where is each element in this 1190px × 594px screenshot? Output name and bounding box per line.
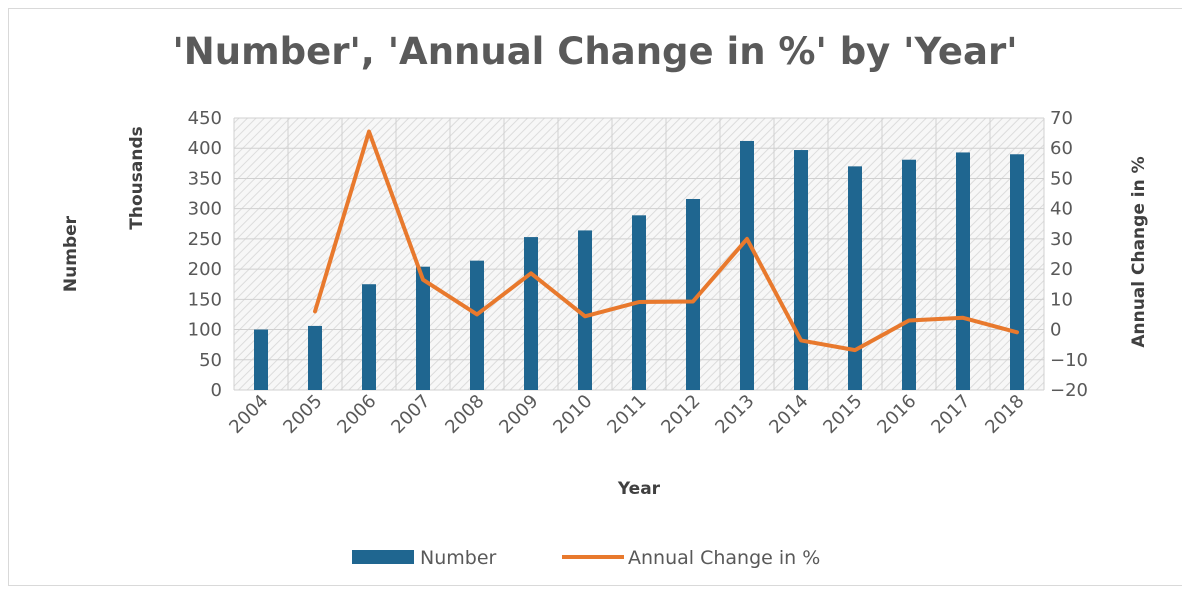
legend-label-annual-change: Annual Change in % (628, 547, 820, 569)
x-tick-label: 2006 (333, 391, 380, 438)
y2-tick-label: 50 (1050, 168, 1073, 189)
y-tick-label: 250 (188, 229, 222, 250)
x-tick-label: 2005 (279, 391, 326, 438)
x-tick-label: 2011 (603, 391, 650, 438)
bar-number-2008 (470, 260, 484, 390)
y-tick-label: 450 (188, 108, 222, 129)
x-tick-label: 2007 (387, 391, 434, 438)
y2-tick-label: 30 (1050, 229, 1073, 250)
x-tick-label: 2004 (225, 391, 272, 438)
y2-axis-label: Annual Change in % (1129, 156, 1149, 347)
bar-number-2014 (794, 150, 808, 390)
y2-tick-label: 40 (1050, 199, 1073, 220)
x-tick-label: 2016 (873, 391, 920, 438)
bar-number-2006 (362, 284, 376, 390)
y2-tick-label: −10 (1050, 350, 1088, 371)
x-axis-label: Year (617, 479, 661, 499)
x-tick-label: 2008 (441, 391, 488, 438)
y2-tick-label: 70 (1050, 108, 1073, 129)
x-tick-label: 2010 (549, 391, 596, 438)
bar-number-2007 (416, 266, 430, 390)
bar-number-2010 (578, 230, 592, 390)
x-tick-label: 2018 (981, 391, 1028, 438)
y-tick-label: 400 (188, 138, 222, 159)
y-tick-label: 100 (188, 320, 222, 341)
bar-number-2017 (956, 152, 970, 390)
y-tick-label: 200 (188, 259, 222, 280)
chart-title: 'Number', 'Annual Change in %' by 'Year' (172, 30, 1018, 73)
y2-tick-label: 20 (1050, 259, 1073, 280)
y2-tick-label: 0 (1050, 320, 1061, 341)
x-tick-label: 2012 (657, 391, 704, 438)
y-tick-label: 300 (188, 199, 222, 220)
y-tick-label: 0 (211, 380, 222, 401)
line-annual-change (313, 129, 1019, 353)
x-tick-label: 2015 (819, 391, 866, 438)
x-tick-label: 2017 (927, 391, 974, 438)
bar-number-2005 (308, 325, 322, 390)
legend-swatch-number (352, 550, 414, 564)
bar-number-2012 (686, 198, 700, 390)
x-tick-label: 2014 (765, 391, 812, 438)
legend-label-number: Number (420, 547, 497, 569)
bar-number-2015 (848, 166, 862, 390)
y-tick-label: 350 (188, 168, 222, 189)
y2-tick-label: −20 (1050, 380, 1088, 401)
y-tick-label: 150 (188, 289, 222, 310)
x-tick-label: 2009 (495, 391, 542, 438)
bar-number-2009 (524, 237, 538, 390)
bar-number-2013 (740, 140, 754, 390)
bar-number-2016 (902, 159, 916, 390)
y2-tick-label: 10 (1050, 289, 1073, 310)
y-tick-label: 50 (199, 350, 222, 371)
y2-tick-label: 60 (1050, 138, 1073, 159)
y-axis-label: Number (61, 215, 81, 292)
bar-number-2004 (254, 329, 268, 390)
legend: Number Annual Change in % (352, 547, 820, 569)
bar-number-2018 (1010, 154, 1024, 390)
y-axis-units-label: Thousands (127, 126, 147, 229)
x-tick-label: 2013 (711, 391, 758, 438)
